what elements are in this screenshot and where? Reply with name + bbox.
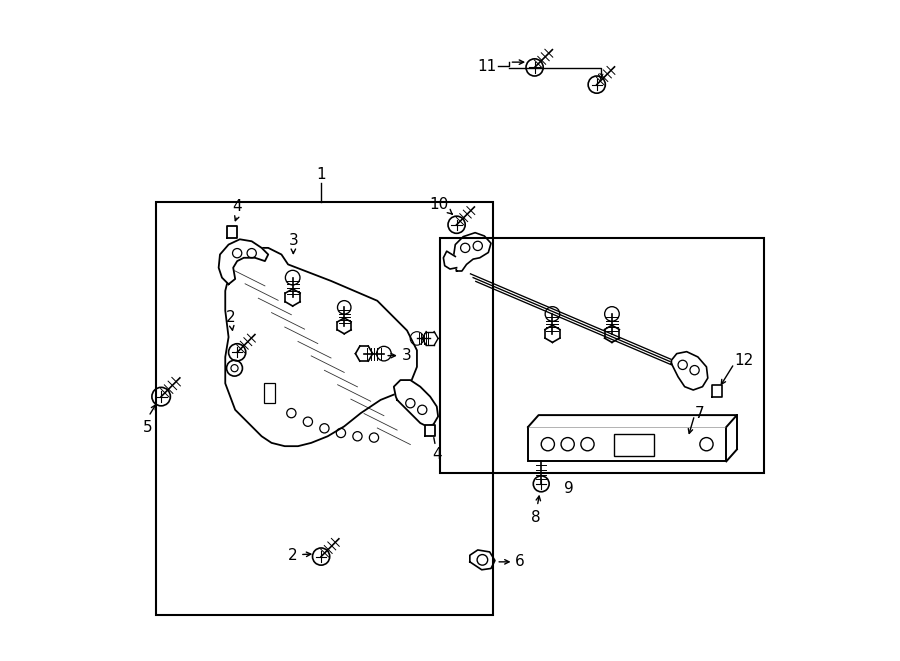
Bar — [156, 202, 493, 615]
Text: 3: 3 — [289, 233, 298, 248]
Polygon shape — [454, 233, 491, 271]
Text: 6: 6 — [515, 555, 525, 569]
Text: 8: 8 — [531, 510, 541, 525]
Text: 4: 4 — [232, 199, 242, 214]
Text: 9: 9 — [564, 481, 574, 496]
Bar — [264, 383, 275, 403]
Text: 12: 12 — [734, 353, 753, 368]
Polygon shape — [671, 352, 707, 390]
Text: 1: 1 — [316, 167, 326, 182]
Polygon shape — [219, 239, 268, 284]
Text: 4: 4 — [432, 447, 442, 463]
Text: 11: 11 — [477, 59, 496, 73]
Polygon shape — [394, 380, 438, 426]
Polygon shape — [528, 415, 737, 427]
Polygon shape — [227, 226, 238, 238]
Text: 5: 5 — [142, 420, 152, 435]
Polygon shape — [444, 251, 456, 269]
Polygon shape — [225, 248, 417, 446]
Text: 2: 2 — [288, 548, 298, 563]
Text: 3: 3 — [401, 348, 411, 363]
Text: 10: 10 — [429, 196, 449, 212]
Polygon shape — [425, 425, 436, 436]
Bar — [440, 238, 764, 473]
Text: 2: 2 — [226, 310, 236, 325]
Bar — [528, 427, 726, 461]
Bar — [614, 434, 653, 456]
Text: 7: 7 — [695, 407, 704, 421]
Polygon shape — [470, 550, 495, 570]
Polygon shape — [712, 385, 723, 397]
